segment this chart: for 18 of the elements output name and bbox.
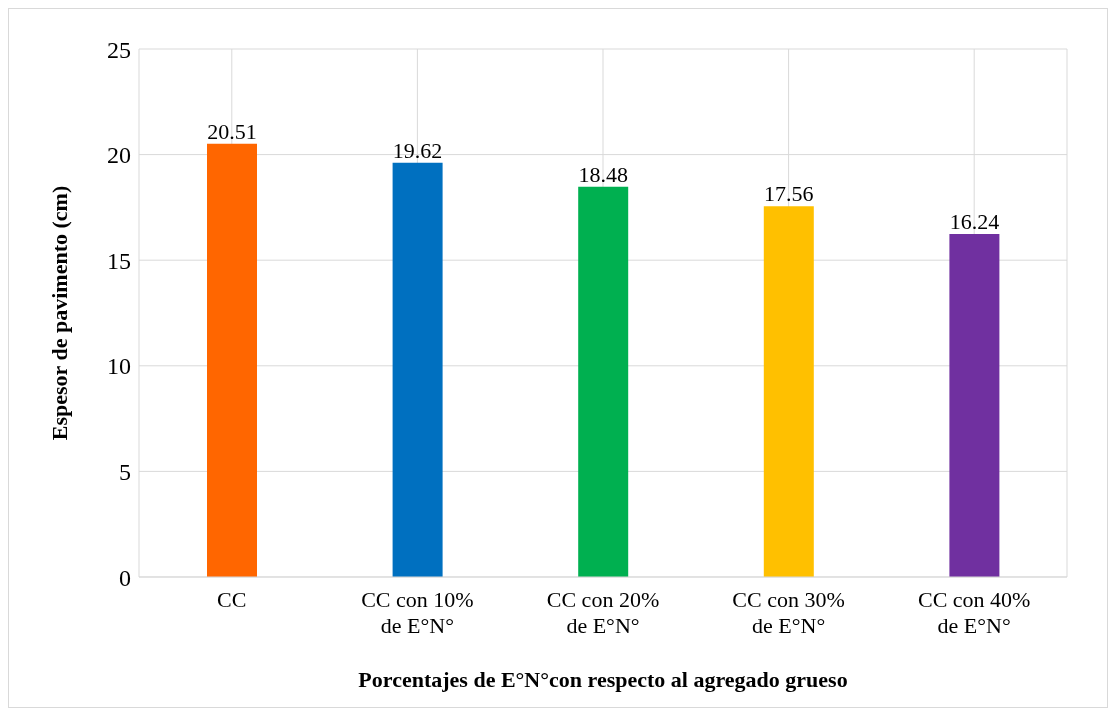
y-tick-label: 25 <box>107 36 131 63</box>
data-label: 17.56 <box>764 181 814 207</box>
data-label: 19.62 <box>392 137 443 163</box>
y-tick-label: 0 <box>119 564 131 591</box>
data-label: 18.48 <box>578 161 628 187</box>
x-tick-label: CC con 40% de E°N° <box>917 587 1031 638</box>
x-tick-label: CC <box>217 587 247 612</box>
data-label: 20.51 <box>207 118 257 144</box>
y-tick-label: 10 <box>107 353 131 380</box>
y-tick-label: 15 <box>107 247 131 274</box>
x-tick-label: CC con 10% de E°N° <box>361 587 474 638</box>
y-tick-label: 20 <box>107 142 131 169</box>
y-tick-label: 5 <box>119 458 131 485</box>
y-axis-title: Espesor de pavimento (cm) <box>46 185 72 441</box>
x-tick-label: CC con 30% de E°N° <box>732 587 845 638</box>
data-label: 16.24 <box>949 209 1000 235</box>
x-tick-label: CC con 20% de E°N° <box>546 587 660 638</box>
x-axis-title: Porcentajes de E°N°con respecto al agregado grueso <box>358 667 848 692</box>
